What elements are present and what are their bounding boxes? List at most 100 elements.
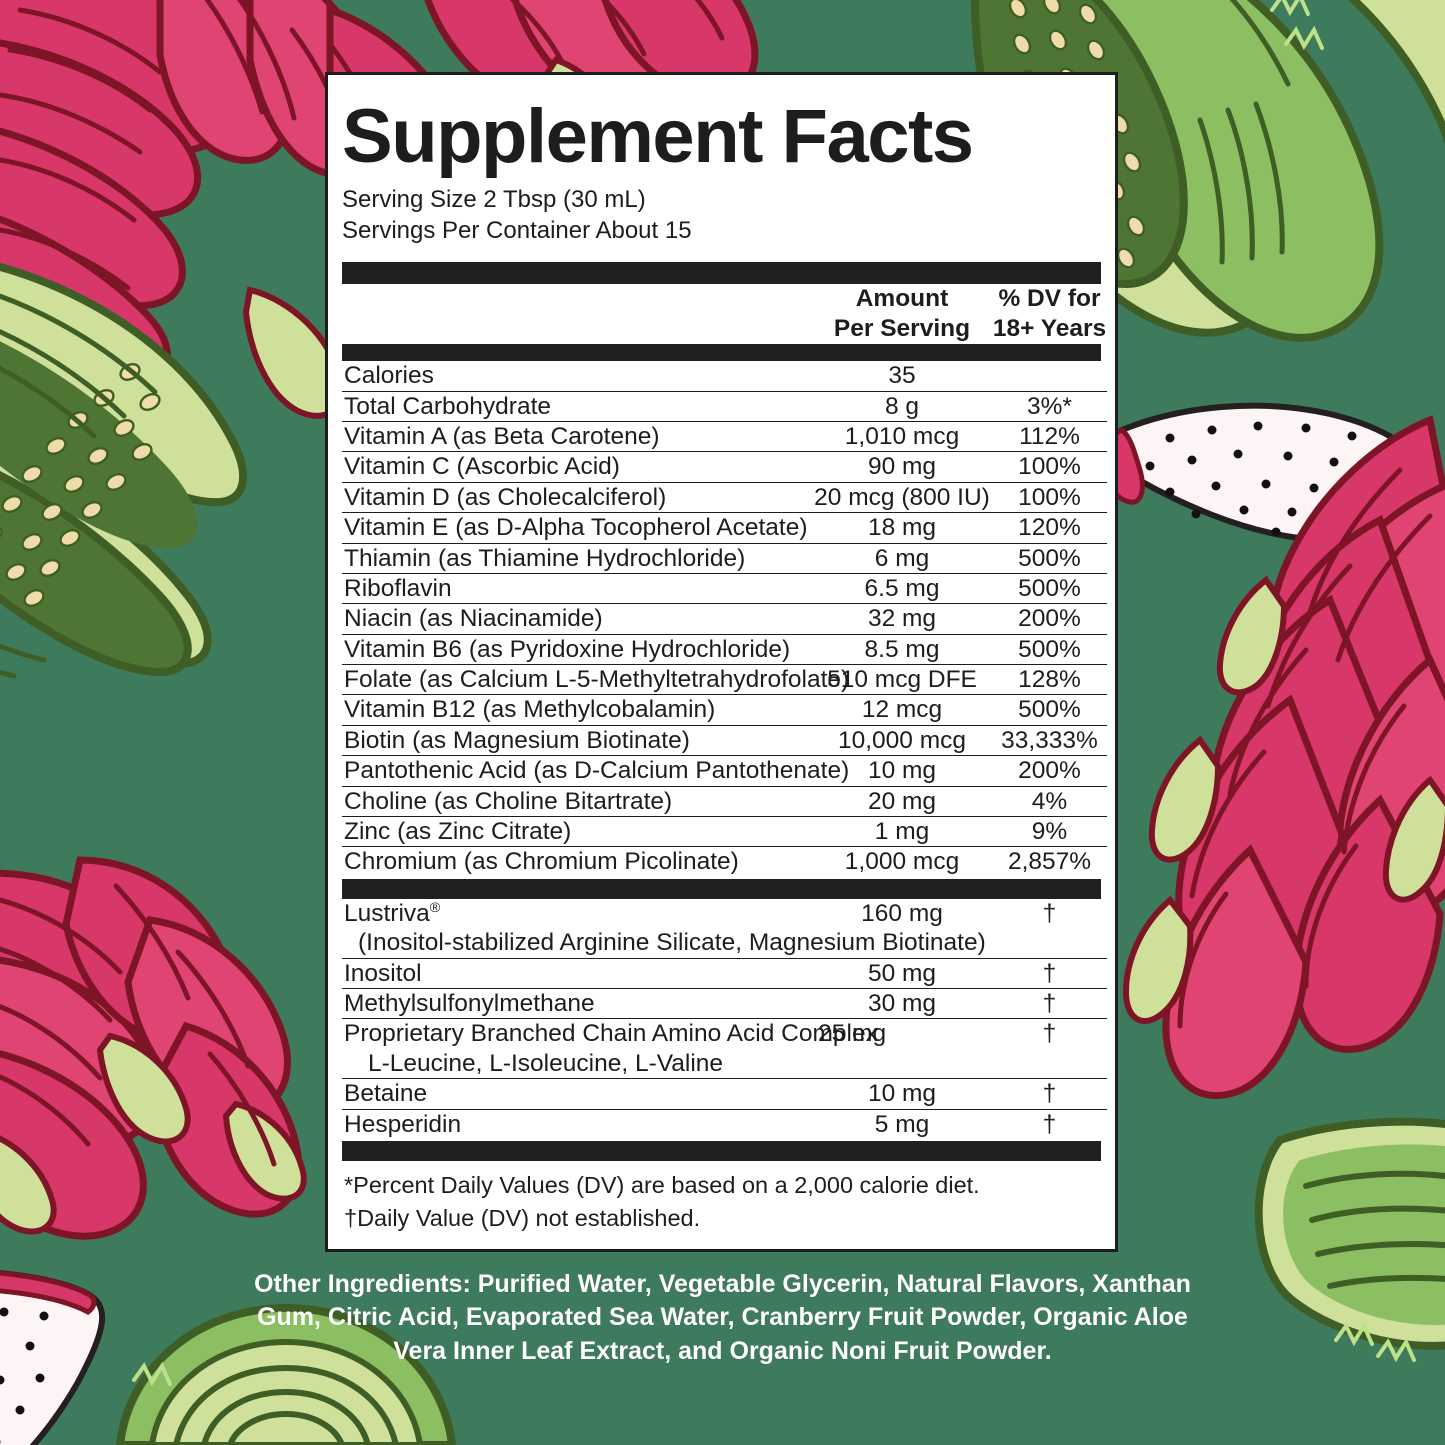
header-nutrient — [342, 284, 812, 344]
servings-per-container: Servings Per Container About 15 — [342, 216, 692, 244]
registered-trademark-icon: ® — [429, 899, 441, 916]
bcaa-name: Proprietary Branched Chain Amino Acid Co… — [342, 1018, 878, 1049]
nutrient-dv: 33,333% — [992, 724, 1107, 756]
table-row-lustriva: Lustriva® 160 mg † — [342, 899, 1107, 928]
nutrient-dv: 100% — [992, 481, 1107, 513]
nutrient-dv — [992, 361, 1107, 391]
table-row: Vitamin A (as Beta Carotene) 1,010 mcg 112… — [342, 420, 1107, 452]
footnotes: *Percent Daily Values (DV) are based on … — [342, 1161, 1101, 1236]
blend-table: Lustriva® 160 mg † (Inositol-stabilized … — [342, 899, 1107, 1139]
table-row: Vitamin B12 (as Methylcobalamin) 12 mcg 50… — [342, 694, 1107, 726]
nutrient-amount: 35 — [888, 362, 916, 390]
table-row: Chromium (as Chromium Picolinate) 1,000 m… — [342, 846, 1107, 877]
nutrient-dv: 120% — [992, 512, 1107, 544]
nutrient-amount: 1,000 mcg — [812, 846, 992, 877]
nutrient-name: Vitamin B12 (as Methylcobalamin) — [342, 694, 812, 726]
nutrient-dv: † — [992, 1078, 1107, 1110]
dragonfruit-left-bottom — [0, 856, 307, 1240]
nutrient-amount: 32 mg — [812, 603, 992, 635]
nutrient-name: Vitamin E (as D-Alpha Tocopherol Acetate… — [342, 512, 812, 544]
table-row: Total Carbohydrate 8 g 3%* — [342, 390, 1107, 422]
footnote-rule-thick — [342, 1140, 1101, 1161]
nutrients-rule-thick — [342, 344, 1101, 362]
nutrient-dv: 500% — [992, 542, 1107, 574]
nutrient-name: Folate (as Calcium L-5-Methyltetrahydrof… — [342, 664, 850, 695]
nutrition-table: Amount Per Serving % DV for 18+ Years — [342, 284, 1107, 344]
lustriva-name: Lustriva® — [342, 899, 812, 928]
dragonfruit-slice-bottom-left — [0, 1270, 106, 1445]
header-rule-thick — [342, 262, 1101, 285]
other-ingredients-text: Other Ingredients: Purified Water, Veget… — [254, 1270, 1191, 1365]
lustriva-dv: † — [1042, 899, 1057, 927]
nutrient-name: Riboflavin — [342, 572, 812, 604]
blend-rule-thick — [342, 878, 1101, 899]
table-row: Vitamin B6 (as Pyridoxine Hydrochloride)… — [342, 633, 1107, 665]
nutrient-amount: 1 mg — [812, 816, 992, 847]
nutrient-dv: 3%* — [992, 390, 1107, 422]
table-row: Thiamin (as Thiamine Hydrochloride) 6 mg 5… — [342, 542, 1107, 574]
nutrient-name: Biotin (as Magnesium Biotinate) — [342, 724, 812, 756]
table-row: Choline (as Choline Bitartrate) 20 mg 4% — [342, 785, 1107, 817]
supplement-facts-title: Supplement Facts — [342, 94, 974, 179]
header-dv-line1: % DV for — [998, 285, 1101, 313]
nutrient-amount: 10 mg — [812, 755, 992, 787]
supplement-facts-panel: Supplement Facts Serving Size 2 Tbsp (30… — [325, 72, 1118, 1252]
melon-disc-bottom-left — [115, 1303, 457, 1445]
header-amount-line2: Per Serving — [833, 315, 971, 343]
nutrient-name: Choline (as Choline Bitartrate) — [342, 785, 812, 817]
table-row: Vitamin E (as D-Alpha Tocopherol Acetate… — [342, 512, 1107, 544]
nutrient-dv: † — [992, 957, 1107, 989]
nutrient-name: Pantothenic Acid (as D-Calcium Pantothen… — [342, 755, 850, 787]
nutrient-name: Inositol — [342, 957, 812, 989]
nutrient-dv: † — [992, 987, 1107, 1019]
footnote-percent-dv: *Percent Daily Values (DV) are based on … — [344, 1171, 980, 1198]
serving-size: Serving Size 2 Tbsp (30 mL) — [342, 186, 646, 213]
nutrient-amount: 1,010 mcg — [812, 420, 992, 452]
nutrient-dv: 9% — [992, 816, 1107, 847]
table-row: Biotin (as Magnesium Biotinate) 10,000 mc… — [342, 724, 1107, 756]
nutrient-name: Total Carbohydrate — [342, 390, 812, 422]
nutrient-amount: 12 mcg — [812, 694, 992, 726]
table-row: Vitamin D (as Cholecalciferol) 20 mcg (80… — [342, 481, 1107, 513]
nutrient-dv: 112% — [992, 420, 1107, 452]
table-row: Hesperidin 5 mg † — [342, 1108, 1107, 1139]
nutrient-name: Niacin (as Niacinamide) — [342, 603, 812, 635]
bcaa-dv: † — [992, 1018, 1107, 1049]
nutrient-amount: 5 mg — [812, 1108, 992, 1139]
lustriva-amount: 160 mg — [861, 899, 943, 927]
melon-wedge-bottom-right — [1254, 1117, 1445, 1363]
table-row: Methylsulfonylmethane 30 mg † — [342, 987, 1107, 1019]
nutrient-amount: 8 g — [812, 390, 992, 422]
header-dv-line2: 18+ Years — [992, 315, 1107, 343]
nutrient-amount: 6.5 mg — [812, 572, 992, 604]
nutrient-name: Zinc (as Zinc Citrate) — [342, 816, 812, 847]
nutrient-amount: 510 mcg DFE — [812, 664, 992, 695]
table-row: Pantothenic Acid (as D-Calcium Pantothen… — [342, 755, 1107, 787]
nutrient-name: Vitamin B6 (as Pyridoxine Hydrochloride) — [342, 633, 812, 665]
nutrient-amount: 8.5 mg — [812, 633, 992, 665]
footnote-dagger: †Daily Value (DV) not established. — [344, 1205, 701, 1232]
nutrient-name: Chromium (as Chromium Picolinate) — [342, 846, 812, 877]
nutrient-name: Vitamin C (Ascorbic Acid) — [342, 451, 812, 483]
nutrient-dv: 500% — [992, 633, 1107, 665]
nutrient-dv: 500% — [992, 572, 1107, 604]
nutrient-name: Methylsulfonylmethane — [342, 987, 812, 1019]
dragonfruit-right — [1122, 415, 1445, 1100]
lustriva-sub: (Inositol-stabilized Arginine Silicate, … — [358, 929, 986, 957]
nutrient-dv: 100% — [992, 451, 1107, 483]
table-row-lustriva-sub: (Inositol-stabilized Arginine Silicate, … — [342, 928, 1107, 958]
table-header-row: Amount Per Serving % DV for 18+ Years — [342, 284, 1107, 344]
nutrient-dv: 200% — [992, 755, 1107, 787]
table-row: Betaine 10 mg † — [342, 1078, 1107, 1110]
nutrient-dv: 200% — [992, 603, 1107, 635]
nutrient-dv: 4% — [992, 785, 1107, 817]
nutrient-amount: 30 mg — [812, 987, 992, 1019]
nutrient-amount: 10 mg — [812, 1078, 992, 1110]
nutrient-dv: 128% — [992, 664, 1107, 695]
nutrient-dv: 2,857% — [992, 846, 1107, 877]
table-row: Zinc (as Zinc Citrate) 1 mg 9% — [342, 816, 1107, 847]
nutrient-name: Vitamin A (as Beta Carotene) — [342, 420, 812, 452]
nutrient-amount: 50 mg — [812, 957, 992, 989]
table-row: Riboflavin 6.5 mg 500% — [342, 572, 1107, 604]
